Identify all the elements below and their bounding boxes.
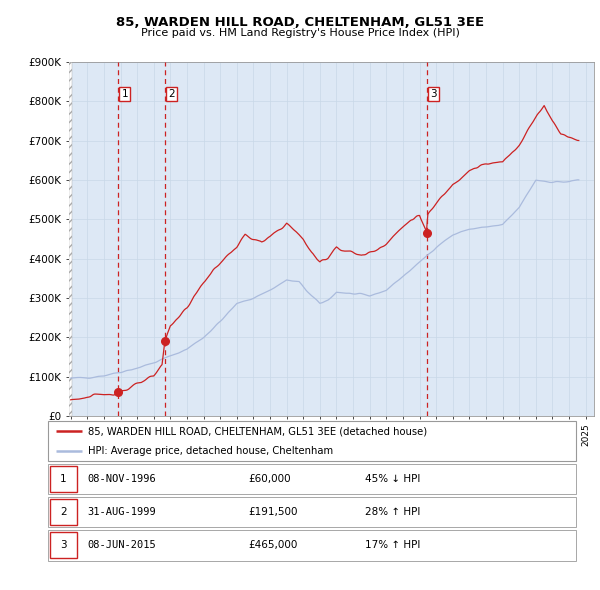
FancyBboxPatch shape <box>50 499 77 525</box>
FancyBboxPatch shape <box>50 466 77 492</box>
Text: 2: 2 <box>168 89 175 99</box>
FancyBboxPatch shape <box>48 464 576 494</box>
Text: 3: 3 <box>60 540 67 550</box>
Text: 85, WARDEN HILL ROAD, CHELTENHAM, GL51 3EE (detached house): 85, WARDEN HILL ROAD, CHELTENHAM, GL51 3… <box>88 427 427 436</box>
Bar <box>69 62 72 416</box>
Text: 17% ↑ HPI: 17% ↑ HPI <box>365 540 420 550</box>
Text: £465,000: £465,000 <box>248 540 298 550</box>
FancyBboxPatch shape <box>48 421 576 461</box>
Text: Price paid vs. HM Land Registry's House Price Index (HPI): Price paid vs. HM Land Registry's House … <box>140 28 460 38</box>
Text: 45% ↓ HPI: 45% ↓ HPI <box>365 474 420 484</box>
FancyBboxPatch shape <box>50 532 77 558</box>
Text: 28% ↑ HPI: 28% ↑ HPI <box>365 507 420 517</box>
FancyBboxPatch shape <box>48 530 576 560</box>
Text: 1: 1 <box>60 474 67 484</box>
Text: HPI: Average price, detached house, Cheltenham: HPI: Average price, detached house, Chel… <box>88 447 333 456</box>
Text: 08-NOV-1996: 08-NOV-1996 <box>88 474 157 484</box>
Text: 85, WARDEN HILL ROAD, CHELTENHAM, GL51 3EE: 85, WARDEN HILL ROAD, CHELTENHAM, GL51 3… <box>116 16 484 29</box>
Text: 2: 2 <box>60 507 67 517</box>
Text: £191,500: £191,500 <box>248 507 298 517</box>
Text: £60,000: £60,000 <box>248 474 291 484</box>
Text: 31-AUG-1999: 31-AUG-1999 <box>88 507 157 517</box>
Text: 1: 1 <box>121 89 128 99</box>
Text: 08-JUN-2015: 08-JUN-2015 <box>88 540 157 550</box>
Text: 3: 3 <box>430 89 437 99</box>
FancyBboxPatch shape <box>48 497 576 527</box>
